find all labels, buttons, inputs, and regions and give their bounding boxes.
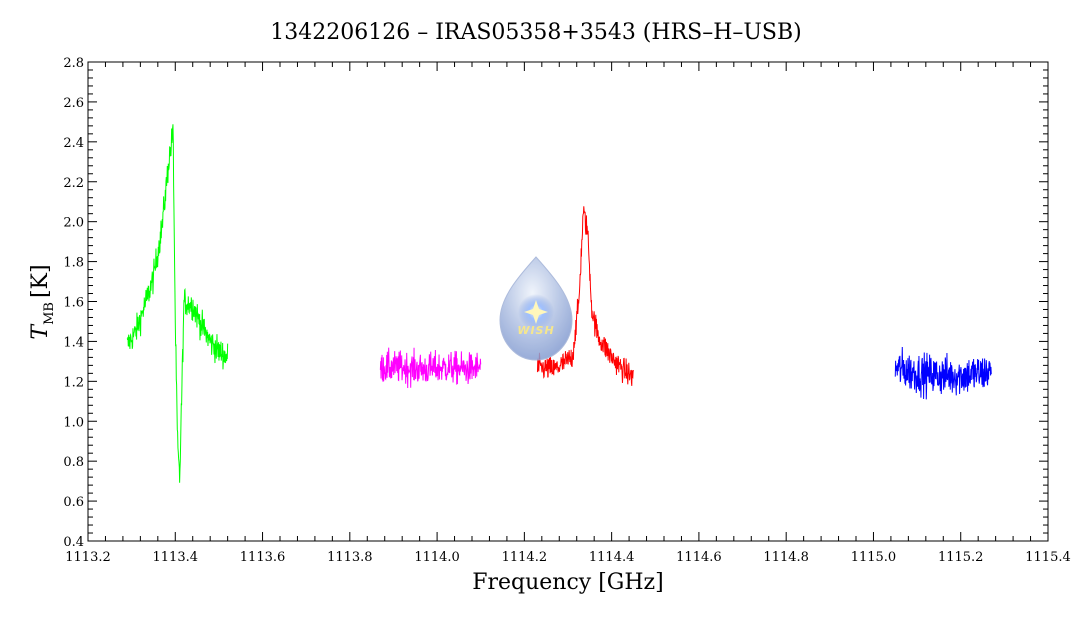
- x-axis-label: Frequency [GHz]: [472, 570, 664, 595]
- spectrum-series-4: [894, 347, 992, 400]
- x-tick-label: 1114.8: [763, 550, 809, 565]
- x-tick-label: 1114.0: [414, 550, 460, 565]
- x-tick-label: 1113.8: [327, 550, 373, 565]
- x-tick-label: 1114.6: [676, 550, 722, 565]
- y-tick-label: 0.8: [63, 455, 84, 470]
- y-tick-label: 1.4: [63, 335, 84, 350]
- y-tick-label: 2.4: [63, 136, 84, 151]
- spectrum-series-2: [379, 347, 482, 389]
- series-layer: [126, 124, 992, 483]
- x-tick-label: 1115.0: [851, 550, 897, 565]
- y-tick-label: 2.8: [63, 56, 84, 71]
- spectrum-series-1: [126, 124, 229, 483]
- x-tick-label: 1113.6: [240, 550, 286, 565]
- y-axis: 0.4 0.6 0.8 1.0 1.2 1.4 1.6 1.8 2.0 2.2 2.4 2.6 2.8: [63, 56, 1048, 550]
- y-tick-label: 2.6: [63, 96, 84, 111]
- y-tick-label: 1.2: [63, 375, 84, 390]
- y-axis-label: TMB [K]: [28, 264, 57, 339]
- svg-text:TMB[K]: TMB [K]: [28, 264, 57, 339]
- y-tick-label: 2.2: [63, 176, 84, 191]
- x-tick-label: 1113.2: [65, 550, 111, 565]
- y-tick-label: 0.6: [63, 495, 84, 510]
- x-tick-label: 1114.2: [502, 550, 548, 565]
- x-tick-label: 1114.4: [589, 550, 635, 565]
- y-tick-label: 2.0: [63, 216, 84, 231]
- y-axis-label-subscript: MB: [42, 302, 57, 325]
- y-axis-label-unit: [K]: [28, 264, 53, 298]
- x-axis: 1113.2 1113.4 1113.6 1113.8 1114.0 1114.2 1114…: [65, 62, 1071, 565]
- y-tick-label: 0.4: [63, 535, 84, 550]
- x-tick-label: 1115.2: [938, 550, 984, 565]
- x-tick-label: 1113.4: [153, 550, 199, 565]
- y-tick-label: 1.0: [63, 415, 84, 430]
- y-axis-label-main: T: [28, 323, 53, 340]
- wish-logo: WISH: [499, 256, 573, 361]
- spectrum-series-3: [536, 206, 634, 386]
- logo-text: WISH: [517, 324, 554, 337]
- y-tick-label: 1.8: [63, 256, 84, 271]
- y-tick-label: 1.6: [63, 296, 84, 311]
- x-tick-label: 1115.4: [1025, 550, 1071, 565]
- chart-title: 1342206126 – IRAS05358+3543 (HRS–H–USB): [270, 20, 802, 45]
